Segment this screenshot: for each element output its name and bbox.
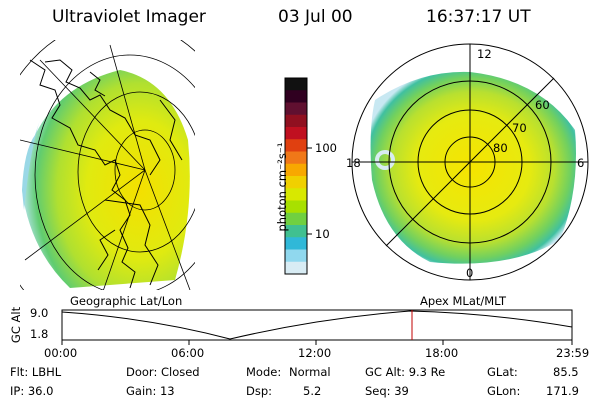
info-dsp-label: Dsp:: [246, 384, 273, 398]
colorbar-segment: [285, 188, 307, 201]
time-label: 16:37:17 UT: [426, 7, 531, 27]
info-ip: IP: 36.0: [10, 384, 54, 398]
altitude-timeline: [61, 309, 573, 345]
info-dsp-value: 5.2: [303, 384, 322, 398]
date-label: 03 Jul 00: [278, 7, 353, 27]
colorbar-segment: [285, 200, 307, 214]
polar-ring-60: 60: [535, 98, 550, 112]
colorbar-segment: [285, 78, 307, 91]
info-glat-label: GLat:: [487, 365, 518, 379]
polar-label-0: 0: [466, 266, 474, 280]
info-door: Door: Closed: [126, 365, 200, 379]
colorbar-segment: [285, 261, 307, 275]
colorbar-segment: [285, 163, 307, 177]
timeline-xtick-1800: 18:00: [425, 346, 459, 360]
colorbar-segment: [285, 127, 307, 140]
instrument-title: Ultraviolet Imager: [52, 7, 206, 27]
info-gc-alt: GC Alt: 9.3 Re: [365, 365, 446, 379]
geographic-label: Geographic Lat/Lon: [70, 294, 183, 308]
polar-plot: [351, 43, 589, 281]
colorbar-segment: [285, 176, 307, 189]
polar-label-6: 6: [577, 156, 585, 170]
colorbar-segment: [285, 151, 307, 165]
colorbar-segment: [285, 249, 307, 263]
colorbar-tick-10: 10: [315, 227, 330, 241]
info-flt: Flt: LBHL: [10, 365, 62, 379]
polar-ring-80: 80: [493, 141, 508, 155]
timeline-ytick-9: 9.0: [30, 306, 49, 320]
colorbar-segment: [285, 114, 307, 128]
info-gain: Gain: 13: [126, 384, 175, 398]
geographic-map: [20, 40, 195, 290]
polar-ring-70: 70: [512, 121, 527, 135]
colorbar-segment: [285, 102, 307, 116]
colorbar-unit-label: photon cm⁻²s⁻¹: [275, 142, 289, 232]
colorbar-segment: [285, 212, 307, 226]
apex-label: Apex MLat/MLT: [420, 294, 507, 308]
info-mode-label: Mode:: [246, 365, 282, 379]
polar-label-18: 18: [346, 156, 361, 170]
colorbar: [284, 77, 312, 275]
polar-label-12: 12: [477, 47, 492, 61]
timeline-axis-label: GC Alt: [9, 306, 23, 344]
colorbar-tick-100: 100: [315, 141, 337, 155]
info-glon-value: 171.9: [546, 384, 579, 398]
timeline-xtick-2359: 23:59: [556, 346, 590, 360]
timeline-xtick-1200: 12:00: [298, 346, 332, 360]
info-glon-label: GLon:: [487, 384, 521, 398]
colorbar-segment: [285, 139, 307, 152]
info-mode-value: Normal: [289, 365, 331, 379]
colorbar-segment: [285, 90, 307, 103]
timeline-xtick-0000: 00:00: [44, 346, 78, 360]
colorbar-segment: [285, 225, 307, 238]
info-seq: Seq: 39: [365, 384, 409, 398]
colorbar-segment: [285, 237, 307, 250]
timeline-xtick-0600: 06:00: [171, 346, 205, 360]
info-glat-value: 85.5: [553, 365, 579, 379]
timeline-ytick-1-8: 1.8: [30, 327, 49, 341]
